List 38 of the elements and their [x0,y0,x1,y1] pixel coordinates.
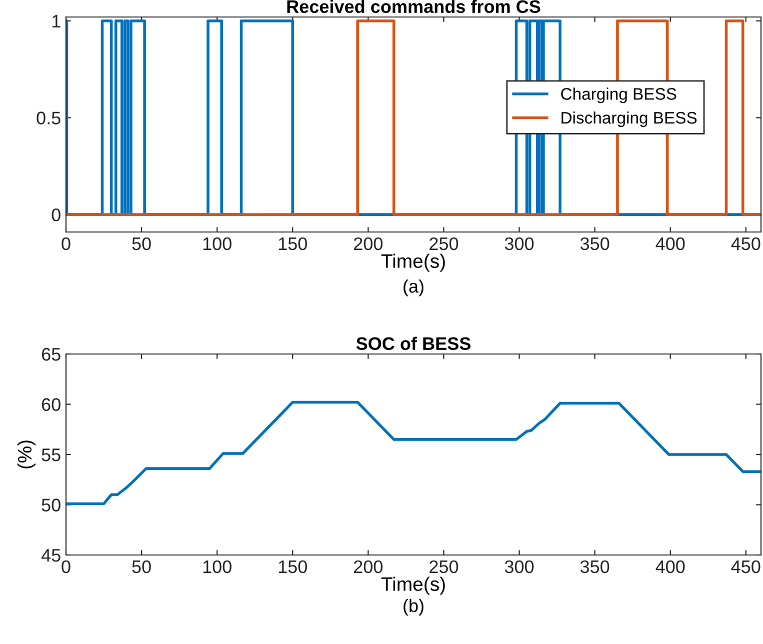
x-axis-title: Time(s) [381,576,445,595]
chart-title: Received commands from CS [287,0,540,14]
x-tick-label: 100 [203,237,232,250]
y-tick-label: 0 [52,208,60,222]
text: (b) [404,598,424,616]
line-series [66,400,761,506]
x-tick-label: 400 [656,560,685,574]
chart-title: SOC of BESS [356,336,470,350]
x-tick-label: 0 [62,560,70,574]
x-axis-title: Time(s) [381,254,445,272]
x-tick-label: 450 [731,560,760,574]
legend-label: Charging BESS [561,88,676,104]
x-tick-label: 150 [278,560,307,574]
x-tick-label: 200 [354,560,383,574]
y-tick-label: 0.5 [36,112,60,124]
x-tick-label: 0 [62,237,70,250]
x-tick-label: 250 [430,237,458,250]
x-tick-label: 300 [504,237,534,250]
y-axis-title: (%) [17,440,36,468]
x-tick-label: 250 [430,560,458,574]
y-tick-label: 1 [52,14,60,28]
x-tick-label: 350 [580,237,610,250]
y-tick-label: 50 [42,498,60,512]
x-tick-label: 450 [731,237,760,250]
x-tick-label: 400 [656,237,685,250]
y-tick-label: 55 [42,448,60,462]
text: (a) [404,279,424,296]
y-tick-label: 65 [42,348,60,361]
y-tick-label: 45 [41,549,60,562]
x-tick-label: 50 [132,560,151,574]
x-tick-label: 350 [580,560,610,574]
x-tick-label: 150 [278,237,307,250]
x-tick-label: 100 [203,560,232,574]
x-tick-label: 300 [504,560,534,574]
x-tick-label: 50 [132,237,151,250]
x-tick-label: 200 [354,237,383,250]
y-tick-label: 60 [42,398,60,411]
legend-label: Discharging BESS [562,111,697,128]
